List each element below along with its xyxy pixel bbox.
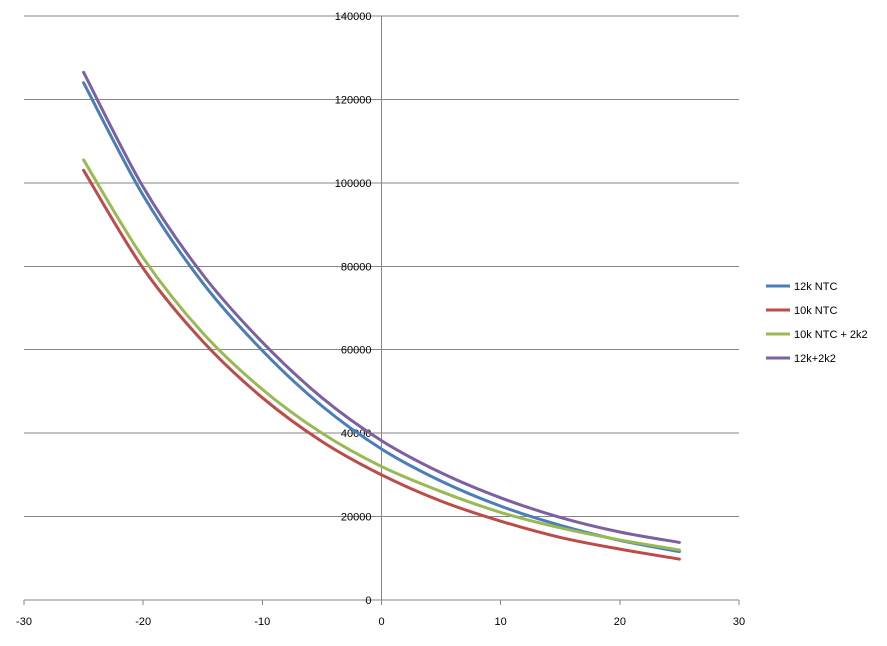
x-tick-label: 10 — [495, 616, 507, 628]
x-tick-label: 20 — [614, 616, 626, 628]
series-lines — [82, 70, 681, 561]
y-tick-label: 120000 — [335, 94, 372, 106]
y-tick-label: 60000 — [341, 345, 372, 357]
legend-label-3: 12k+2k2 — [794, 353, 836, 365]
y-tick-label: 140000 — [335, 11, 372, 23]
x-tick-label: -10 — [254, 616, 270, 628]
y-tick-label: 80000 — [341, 261, 372, 273]
x-tick-label: -20 — [135, 616, 151, 628]
y-tick-label: 20000 — [341, 512, 372, 524]
x-tick-label: -30 — [16, 616, 32, 628]
legend-label-2: 10k NTC + 2k2 — [794, 329, 868, 341]
legend-label-0: 12k NTC — [794, 281, 837, 293]
x-tick-label: 30 — [733, 616, 745, 628]
x-tick-label: 0 — [378, 616, 384, 628]
series-line-2 — [82, 158, 681, 552]
legend: 12k NTC 10k NTC 10k NTC + 2k2 12k+2k2 — [766, 281, 868, 365]
series-line-3 — [82, 70, 681, 544]
axes: -30 -20 -10 0 10 20 30020000400006000080000100… — [16, 11, 745, 628]
legend-label-1: 10k NTC — [794, 305, 837, 317]
y-tick-label: 0 — [365, 595, 371, 607]
series-line-1 — [82, 168, 681, 561]
series-line-0 — [82, 81, 681, 554]
y-tick-label: 100000 — [335, 178, 372, 190]
